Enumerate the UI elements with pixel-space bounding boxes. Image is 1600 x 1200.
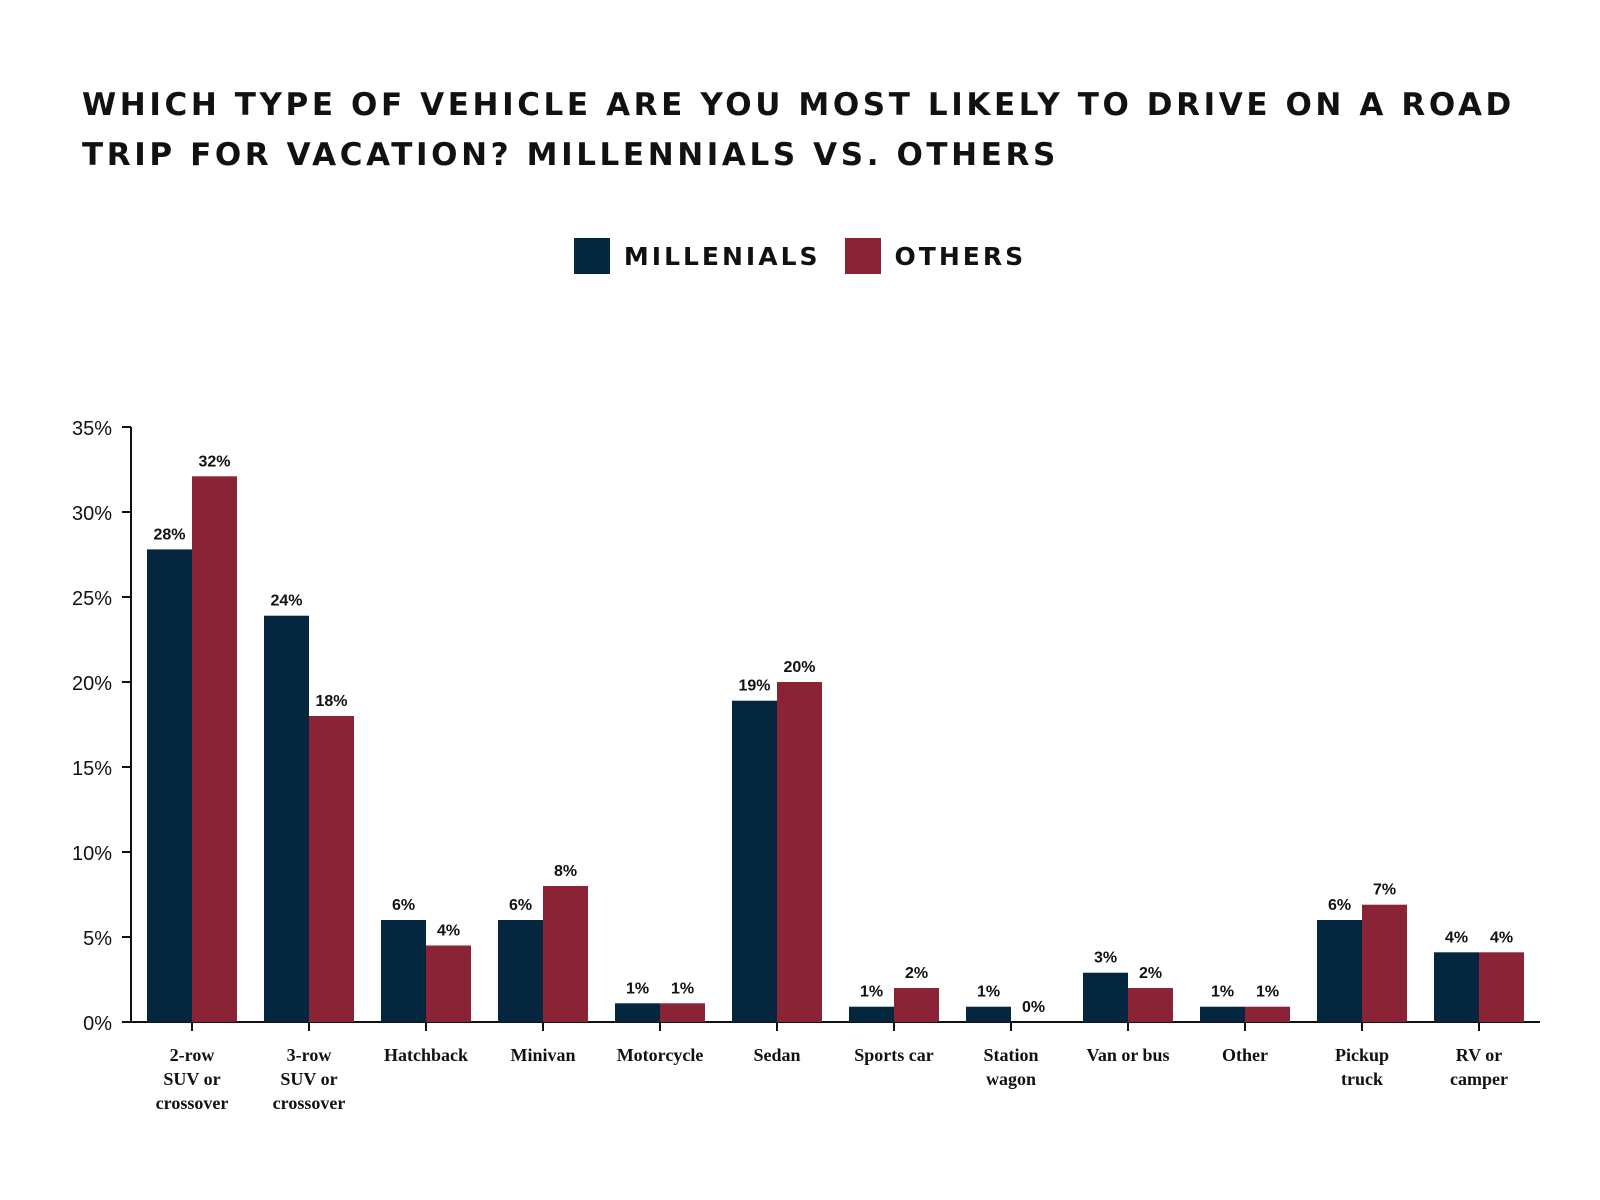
y-tick-label: 35% — [72, 418, 112, 440]
bar-millenials — [147, 549, 192, 1022]
data-label: 19% — [738, 678, 770, 695]
x-category-label-line: Motorcycle — [617, 1045, 704, 1065]
bar-millenials — [732, 700, 777, 1022]
data-label: 2% — [905, 965, 928, 982]
x-category-label-line: RV or — [1456, 1045, 1503, 1065]
x-category-label: 3-row SUV or crossover — [273, 1045, 346, 1113]
x-category-label: RV or camper — [1450, 1045, 1508, 1089]
legend-item-millenials: MILLENIALS — [573, 238, 821, 274]
data-label: 18% — [315, 693, 347, 710]
data-label: 24% — [270, 593, 302, 610]
x-category-label-line: 2-row — [170, 1045, 215, 1065]
x-category-label: Pickup truck — [1335, 1045, 1389, 1089]
x-category-label-line: crossover — [273, 1093, 346, 1113]
data-label: 3% — [1094, 950, 1117, 967]
data-label: 1% — [860, 984, 883, 1001]
data-label: 28% — [153, 526, 185, 543]
x-category-label-line: Station — [983, 1045, 1038, 1065]
bar-others — [309, 716, 354, 1022]
legend-label-others: OTHERS — [894, 241, 1027, 271]
x-category-label-line: Sports car — [854, 1045, 934, 1065]
x-category-label-line: 3-row — [287, 1045, 332, 1065]
x-category-label: Other — [1222, 1045, 1268, 1065]
data-label: 32% — [198, 453, 230, 470]
x-category-label-line: Pickup — [1335, 1045, 1389, 1065]
data-label: 6% — [1328, 897, 1351, 914]
bar-millenials — [498, 920, 543, 1022]
legend-item-others: OTHERS — [844, 238, 1027, 274]
y-tick-label: 0% — [83, 1013, 112, 1035]
x-category-label: Hatchback — [384, 1045, 468, 1065]
x-category-label: Sedan — [753, 1045, 800, 1065]
data-label: 1% — [977, 984, 1000, 1001]
y-tick-label: 10% — [72, 843, 112, 865]
y-tick-label: 30% — [72, 503, 112, 525]
x-category-label: Motorcycle — [617, 1045, 704, 1065]
legend: MILLENIALS OTHERS — [0, 238, 1600, 274]
data-label: 1% — [1211, 984, 1234, 1001]
data-label: 7% — [1373, 882, 1396, 899]
x-category-label-line: SUV or — [280, 1069, 337, 1089]
data-label: 1% — [671, 980, 694, 997]
bar-millenials — [1200, 1006, 1245, 1022]
data-label: 2% — [1139, 965, 1162, 982]
x-category-label-line: Van or bus — [1086, 1045, 1169, 1065]
legend-swatch-others — [844, 238, 881, 274]
data-label: 0% — [1022, 999, 1045, 1016]
x-category-label-line: wagon — [986, 1069, 1036, 1089]
bar-millenials — [381, 920, 426, 1022]
y-tick-label: 20% — [72, 673, 112, 695]
data-label: 20% — [783, 659, 815, 676]
x-category-label-line: Other — [1222, 1045, 1268, 1065]
y-tick-label: 15% — [72, 758, 112, 780]
data-label: 4% — [1490, 929, 1513, 946]
bar-millenials — [1317, 920, 1362, 1022]
x-category-label-line: SUV or — [163, 1069, 220, 1089]
bar-others — [660, 1003, 705, 1022]
bar-others — [1479, 952, 1524, 1022]
x-category-label-line: Sedan — [753, 1045, 800, 1065]
x-category-label: 2-row SUV or crossover — [156, 1045, 229, 1113]
data-label: 6% — [509, 897, 532, 914]
x-category-label-line: Minivan — [510, 1045, 575, 1065]
data-label: 8% — [554, 863, 577, 880]
data-label: 4% — [437, 923, 460, 940]
bar-millenials — [1434, 952, 1479, 1022]
data-label: 1% — [1256, 984, 1279, 1001]
data-label: 4% — [1445, 929, 1468, 946]
x-category-label-line: crossover — [156, 1093, 229, 1113]
chart-title: WHICH TYPE OF VEHICLE ARE YOU MOST LIKEL… — [82, 87, 1515, 173]
bar-millenials — [966, 1006, 1011, 1022]
bar-millenials — [615, 1003, 660, 1022]
bar-others — [426, 945, 471, 1022]
y-tick-label: 5% — [83, 928, 112, 950]
bar-others — [1362, 904, 1407, 1022]
data-label: 1% — [626, 980, 649, 997]
bar-others — [1245, 1006, 1290, 1022]
x-category-label: Station wagon — [983, 1045, 1038, 1089]
data-label: 6% — [392, 897, 415, 914]
bar-millenials — [264, 615, 309, 1022]
x-category-label: Van or bus — [1086, 1045, 1169, 1065]
legend-label-millenials: MILLENIALS — [623, 241, 821, 271]
bar-others — [894, 988, 939, 1022]
x-category-label-line: truck — [1341, 1069, 1383, 1089]
x-category-label-line: camper — [1450, 1069, 1508, 1089]
x-category-label: Minivan — [510, 1045, 575, 1065]
x-category-label: Sports car — [854, 1045, 934, 1065]
bar-others — [1128, 988, 1173, 1022]
bar-others — [543, 886, 588, 1022]
bar-millenials — [849, 1006, 894, 1022]
bar-others — [777, 682, 822, 1022]
y-tick-label: 25% — [72, 588, 112, 610]
legend-swatch-millenials — [573, 238, 610, 274]
bar-millenials — [1083, 972, 1128, 1022]
x-category-label-line: Hatchback — [384, 1045, 468, 1065]
bar-others — [192, 476, 237, 1022]
